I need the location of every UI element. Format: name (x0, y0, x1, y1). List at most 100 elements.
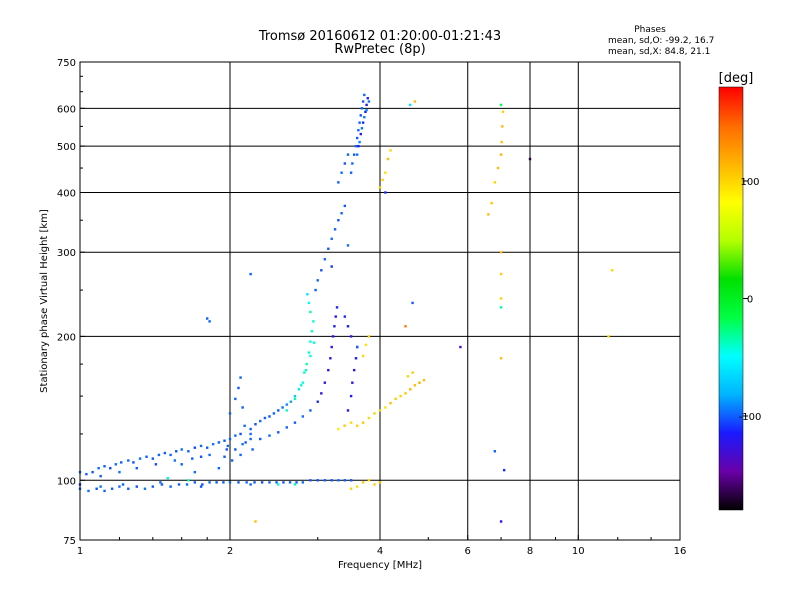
data-point (367, 479, 371, 482)
data-point (249, 483, 252, 486)
data-point (487, 213, 490, 216)
data-point (360, 107, 364, 110)
data-point (243, 424, 246, 428)
data-point (268, 481, 271, 484)
data-point (499, 103, 503, 107)
data-point (303, 371, 306, 374)
data-point (251, 448, 254, 451)
data-point (386, 157, 390, 161)
data-point (309, 310, 312, 314)
data-point (268, 415, 271, 418)
data-point (330, 265, 333, 268)
data-point (282, 481, 285, 484)
data-point (337, 181, 340, 184)
data-point (389, 149, 392, 152)
data-point (359, 132, 362, 136)
data-point (499, 520, 503, 523)
data-point (357, 128, 360, 132)
data-point (245, 481, 248, 484)
data-point (351, 162, 354, 165)
data-point (249, 272, 252, 276)
colorbar-title: [deg] (719, 71, 754, 86)
data-point (127, 487, 130, 490)
data-point (327, 368, 330, 372)
colorbar-tick-label: 100 (740, 177, 759, 188)
data-point (263, 416, 267, 420)
data-point (493, 450, 497, 453)
data-point (499, 306, 503, 309)
data-point (406, 375, 410, 378)
data-point (404, 325, 407, 328)
data-point (199, 444, 203, 448)
data-point (355, 424, 359, 428)
data-point (249, 427, 252, 431)
data-point (259, 419, 262, 423)
data-point (352, 368, 356, 372)
data-point (337, 219, 340, 222)
data-point (253, 481, 256, 484)
data-point (293, 483, 297, 486)
data-point (499, 357, 503, 360)
data-point (607, 335, 610, 338)
y-axis: 75 100 200 300 400 500 600 750 (57, 58, 85, 547)
data-point (349, 487, 353, 490)
data-point (409, 103, 412, 107)
data-point (208, 453, 211, 457)
data-point (394, 397, 397, 401)
data-point (289, 400, 293, 403)
data-point (357, 144, 360, 148)
chart-subtitle: RwPretec (8p) (334, 42, 425, 57)
data-point (378, 186, 382, 189)
data-point (272, 412, 276, 415)
y-axis-label: Stationary phase Virtual Height [km] (39, 209, 50, 393)
data-point (293, 397, 297, 401)
data-point (305, 362, 308, 366)
data-point (288, 481, 292, 484)
data-point (239, 376, 242, 379)
data-point (300, 384, 303, 387)
data-point (378, 409, 382, 412)
data-point (340, 212, 343, 215)
x-axis: 1 2 4 6 8 10 16 (77, 535, 687, 557)
data-point (330, 237, 333, 241)
data-point (355, 345, 359, 349)
x-tick-label: 16 (674, 546, 687, 557)
data-point (208, 320, 211, 323)
data-point (118, 485, 121, 488)
data-point (285, 403, 288, 406)
data-point (217, 441, 221, 444)
data-point (173, 459, 177, 462)
data-point (413, 384, 417, 387)
data-point (309, 340, 312, 343)
data-point (223, 455, 226, 458)
data-point (234, 448, 237, 451)
data-point (301, 415, 305, 418)
data-point (103, 465, 106, 468)
data-point (335, 306, 339, 309)
data-point (103, 489, 106, 493)
data-point (151, 457, 155, 460)
data-point (373, 483, 376, 486)
data-point (237, 386, 240, 390)
x-axis-label: Frequency [MHz] (338, 560, 422, 571)
data-point (418, 381, 421, 384)
data-point (361, 421, 365, 424)
x-tick-label: 10 (572, 546, 585, 557)
data-point (109, 466, 112, 470)
phase-stats-o: mean, sd,O: -99.2, 16.7 (608, 36, 714, 46)
data-point (114, 463, 118, 466)
data-point (215, 481, 218, 484)
data-point (329, 357, 332, 360)
data-point (459, 345, 462, 349)
data-point (346, 153, 350, 156)
data-point (138, 457, 142, 460)
data-point (349, 479, 353, 482)
data-point (127, 459, 130, 462)
data-point (277, 431, 280, 434)
colorbar-tick-label: -100 (739, 412, 762, 423)
data-point (234, 434, 237, 437)
data-point (228, 481, 232, 484)
data-point (275, 481, 278, 484)
